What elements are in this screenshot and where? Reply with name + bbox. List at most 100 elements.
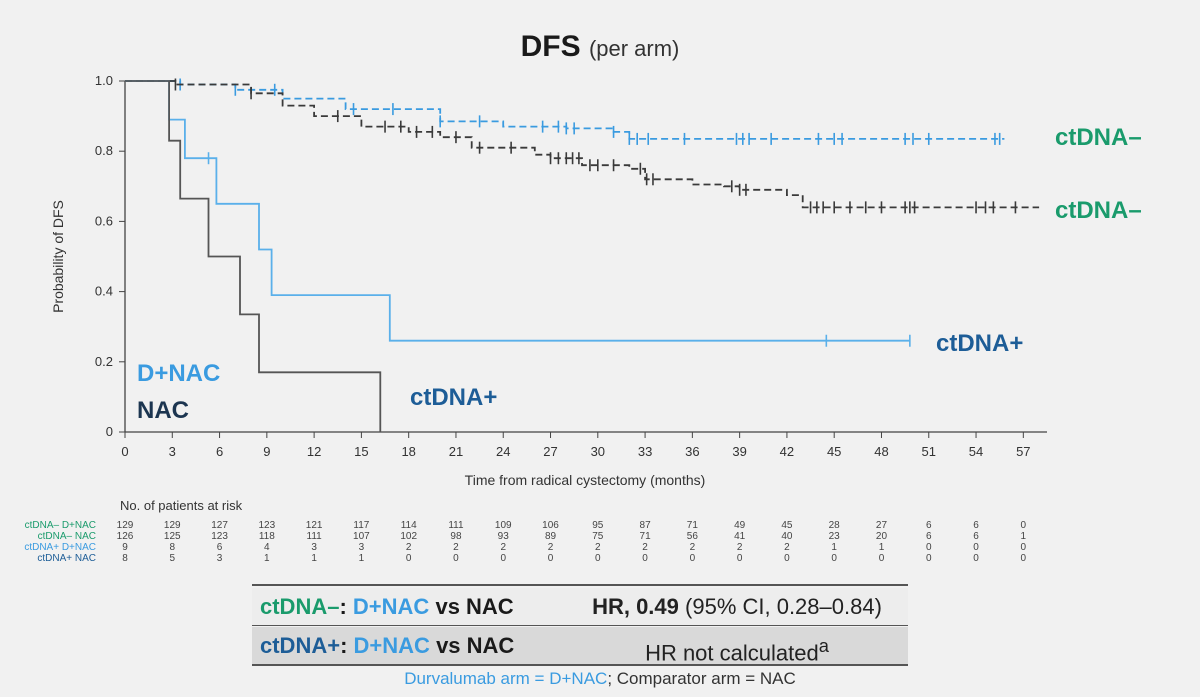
y-tick-label: 0.8 <box>95 143 113 158</box>
x-tick-label: 9 <box>263 444 270 459</box>
curve-annotation: ctDNA+ <box>410 384 497 411</box>
risk-cell: 111 <box>448 520 464 531</box>
risk-cell: 4 <box>264 542 270 553</box>
risk-cell: 20 <box>875 531 888 542</box>
series-line-1 <box>125 80 1040 209</box>
risk-cell: 75 <box>592 531 604 542</box>
y-tick-label: 0.4 <box>95 284 113 299</box>
x-tick-label: 18 <box>401 444 415 459</box>
risk-cell: 123 <box>211 531 228 542</box>
risk-cell: 1 <box>358 553 365 564</box>
y-tick-label: 0.2 <box>95 354 113 369</box>
x-tick-label: 36 <box>685 444 699 459</box>
hr-row-ctdna-neg-label: ctDNA–: D+NAC vs NAC <box>260 594 514 619</box>
risk-cell: 109 <box>494 520 512 531</box>
x-tick-label: 48 <box>874 444 888 459</box>
risk-cell: 0 <box>973 553 979 564</box>
risk-cell: 125 <box>163 531 181 542</box>
risk-cell: 2 <box>500 542 507 553</box>
risk-cell: 0 <box>500 553 507 564</box>
title-main: DFS <box>520 30 581 63</box>
risk-cell: 45 <box>781 520 793 531</box>
risk-cell: 0 <box>925 553 932 564</box>
risk-cell: 117 <box>353 520 370 531</box>
risk-cell: 111 <box>306 531 322 542</box>
risk-cell: 2 <box>595 542 601 553</box>
risk-cell: 1 <box>1020 531 1027 542</box>
risk-cell: 0 <box>1020 542 1027 553</box>
x-tick-label: 15 <box>354 444 368 459</box>
risk-cell: 1 <box>831 542 837 553</box>
x-tick-label: 3 <box>169 444 176 459</box>
risk-cell: 71 <box>686 520 698 531</box>
risk-row-label: ctDNA+ D+NAC <box>24 542 96 553</box>
risk-cell: 0 <box>689 553 696 564</box>
risk-cell: 1 <box>311 553 317 564</box>
risk-cell: 6 <box>216 542 223 553</box>
title-sub: (per arm) <box>588 36 680 61</box>
risk-cell: 87 <box>639 520 651 531</box>
x-axis-label: Time from radical cystectomy (months) <box>465 472 706 488</box>
x-tick-label: 57 <box>1016 444 1030 459</box>
x-tick-label: 30 <box>591 444 605 459</box>
risk-cell: 0 <box>973 542 979 553</box>
risk-cell: 49 <box>734 520 746 531</box>
risk-cell: 1 <box>878 542 885 553</box>
risk-cell: 71 <box>639 531 651 542</box>
risk-cell: 93 <box>497 531 509 542</box>
risk-cell: 3 <box>216 553 223 564</box>
risk-cell: 6 <box>925 531 932 542</box>
risk-cell: 23 <box>828 531 840 542</box>
risk-cell: 8 <box>169 542 176 553</box>
risk-cell: 118 <box>258 531 275 542</box>
y-axis-label: Probability of DFS <box>50 200 66 313</box>
curve-annotation: ctDNA+ <box>936 330 1023 357</box>
risk-cell: 0 <box>642 553 648 564</box>
risk-cell: 0 <box>595 553 601 564</box>
hr-row-ctdna-neg: ctDNA–: D+NAC vs NAC HR, 0.49 (95% CI, 0… <box>252 588 908 626</box>
x-tick-label: 12 <box>307 444 321 459</box>
x-tick-label: 51 <box>922 444 936 459</box>
risk-cell: 0 <box>547 553 554 564</box>
curves <box>125 78 1040 432</box>
x-tick-label: 6 <box>216 444 223 459</box>
risk-cell: 40 <box>781 531 793 542</box>
risk-cell: 6 <box>925 520 932 531</box>
hr-row-ctdna-pos: ctDNA+: D+NAC vs NAC HR not calculateda <box>252 627 908 665</box>
risk-cell: 0 <box>925 542 932 553</box>
footnote: Durvalumab arm = D+NAC; Comparator arm =… <box>404 669 796 688</box>
risk-cell: 89 <box>544 531 557 542</box>
series-line-0 <box>125 80 1005 140</box>
risk-cell: 126 <box>116 531 134 542</box>
axes: 0 3 6 9 12 15 18 21 24 27 30 33 36 39 42 45 48 51 54 5700.2… <box>50 73 1047 488</box>
risk-cell: 2 <box>642 542 648 553</box>
x-tick-label: 27 <box>543 444 557 459</box>
risk-cell: 102 <box>400 531 418 542</box>
risk-cell: 2 <box>736 542 743 553</box>
y-tick-label: 0 <box>106 424 113 439</box>
chart-title: DFS (per arm) <box>0 30 1200 64</box>
curve-annotation: NAC <box>137 397 189 424</box>
risk-cell: 0 <box>1020 520 1027 531</box>
hr-row-ctdna-pos-value: HR not calculateda <box>645 635 829 666</box>
risk-cell: 0 <box>784 553 790 564</box>
x-tick-label: 33 <box>638 444 652 459</box>
x-tick-label: 54 <box>969 444 983 459</box>
risk-cell: 6 <box>973 531 979 542</box>
risk-cell: 127 <box>211 520 228 531</box>
risk-cell: 129 <box>116 520 134 531</box>
hr-row-ctdna-pos-label: ctDNA+: D+NAC vs NAC <box>260 633 515 658</box>
risk-cell: 107 <box>353 531 370 542</box>
curve-annotation: D+NAC <box>137 360 220 387</box>
risk-cell: 1 <box>264 553 270 564</box>
risk-cell: 5 <box>169 553 176 564</box>
curve-annotation: ctDNA– <box>1055 124 1142 151</box>
risk-cell: 2 <box>405 542 412 553</box>
risk-cell: 27 <box>875 520 888 531</box>
risk-cell: 8 <box>122 553 128 564</box>
risk-row-label: ctDNA+ NAC <box>37 553 96 564</box>
x-tick-label: 42 <box>780 444 794 459</box>
risk-cell: 2 <box>547 542 554 553</box>
risk-cell: 98 <box>450 531 462 542</box>
